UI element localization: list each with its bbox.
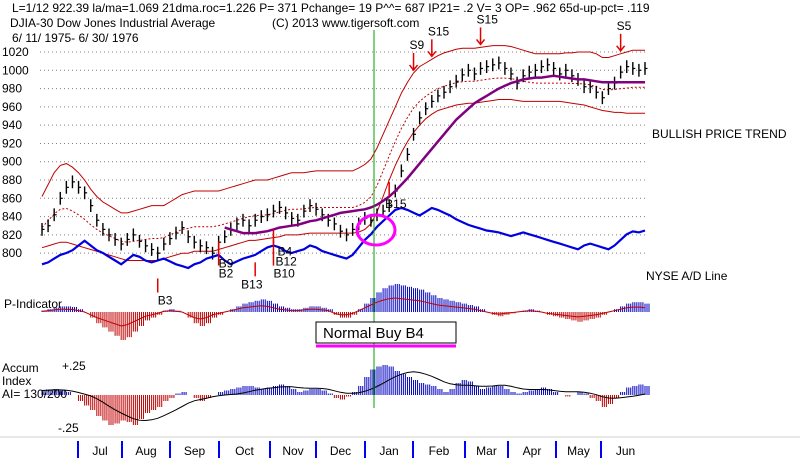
signal-b2: B2	[219, 267, 234, 281]
p-indicator-histogram	[41, 284, 650, 340]
month-label-feb: Feb	[429, 444, 450, 458]
y-tick-820: 820	[2, 228, 22, 242]
signal-b4: B4	[277, 245, 292, 259]
header-index-name: DJIA-30 Dow Jones Industrial Average	[10, 16, 216, 30]
y-tick-800: 800	[2, 246, 22, 260]
accum-index-label: Index	[2, 374, 31, 388]
bullish-trend-label: BULLISH PRICE TREND	[652, 127, 787, 141]
moving-average	[224, 74, 645, 235]
y-axis-labels: 1020 1000 980 960 940 920 900 880 860 840 820 800	[2, 45, 29, 260]
price-bands	[41, 45, 645, 261]
accum-index-histogram	[41, 365, 650, 425]
normal-buy-label: Normal Buy B4	[323, 325, 424, 342]
y-tick-960: 960	[2, 100, 22, 114]
y-tick-860: 860	[2, 191, 22, 205]
lower-band-line	[41, 99, 645, 261]
sell-arrow-head	[408, 64, 419, 72]
accum-index-ma-line	[41, 371, 646, 422]
signal-s15: S15	[477, 12, 499, 26]
accum-bottom-label: -.25	[58, 421, 79, 435]
signal-b9: B9	[219, 257, 234, 271]
signal-b13: B13	[241, 277, 263, 291]
moving-average-line	[224, 74, 645, 235]
month-axis: Jul Aug Sep Oct Nov Dec Jan Feb Mar Apr May Jun	[0, 436, 800, 458]
header-stats: L=1/12 922.39 la/ma=1.069 21dma.roc=1.22…	[12, 1, 650, 15]
p-indicator-label: P-Indicator	[4, 297, 62, 311]
signal-b12: B12	[275, 255, 297, 269]
b4-highlight-circle	[355, 213, 397, 247]
p-indicator-signal-line	[41, 297, 646, 327]
signal-s5: S5	[617, 19, 632, 33]
header-date-range: 6/ 11/ 1975- 6/ 30/ 1976	[12, 31, 139, 45]
accum-top-label: +.25	[62, 359, 86, 373]
month-label-sep: Sep	[184, 444, 206, 458]
y-tick-980: 980	[2, 82, 22, 96]
y-tick-1000: 1000	[2, 63, 29, 77]
nyse-ad-label: NYSE A/D Line	[646, 269, 728, 283]
grid-lines	[40, 51, 648, 254]
signal-s15: S15	[428, 24, 450, 38]
month-label-may: May	[567, 444, 590, 458]
signal-b10: B10	[273, 267, 295, 281]
y-tick-1020: 1020	[2, 45, 29, 59]
signal-b3: B3	[158, 293, 173, 307]
sell-arrow-head	[427, 50, 437, 58]
sell-arrow-head	[475, 38, 486, 46]
month-label-mar: Mar	[476, 444, 497, 458]
ad-line-path	[41, 206, 646, 270]
month-label-jul: Jul	[92, 444, 107, 458]
price-bars	[41, 56, 648, 260]
normal-buy-box	[315, 321, 457, 344]
month-label-apr: Apr	[523, 444, 542, 458]
y-tick-920: 920	[2, 136, 22, 150]
y-tick-840: 840	[2, 210, 22, 224]
y-tick-940: 940	[2, 118, 22, 132]
y-tick-880: 880	[2, 173, 22, 187]
upper-band-line	[41, 45, 645, 214]
accum-ai-label: AI= 130/200	[2, 387, 67, 401]
header-copyright: (C) 2013 www.tigersoft.com	[272, 16, 419, 30]
month-label-jan: Jan	[379, 444, 398, 458]
month-label-dec: Dec	[330, 444, 351, 458]
y-tick-900: 900	[2, 155, 22, 169]
month-label-jun: Jun	[616, 444, 635, 458]
accum-label: Accum	[2, 361, 39, 375]
signal-b15: B15	[385, 197, 407, 211]
signal-s9: S9	[410, 38, 425, 52]
mid-band-line	[41, 77, 645, 243]
ad-line	[41, 206, 646, 270]
month-label-aug: Aug	[135, 444, 156, 458]
sell-arrow-head	[616, 45, 626, 53]
month-label-nov: Nov	[282, 444, 303, 458]
month-label-oct: Oct	[235, 444, 254, 458]
